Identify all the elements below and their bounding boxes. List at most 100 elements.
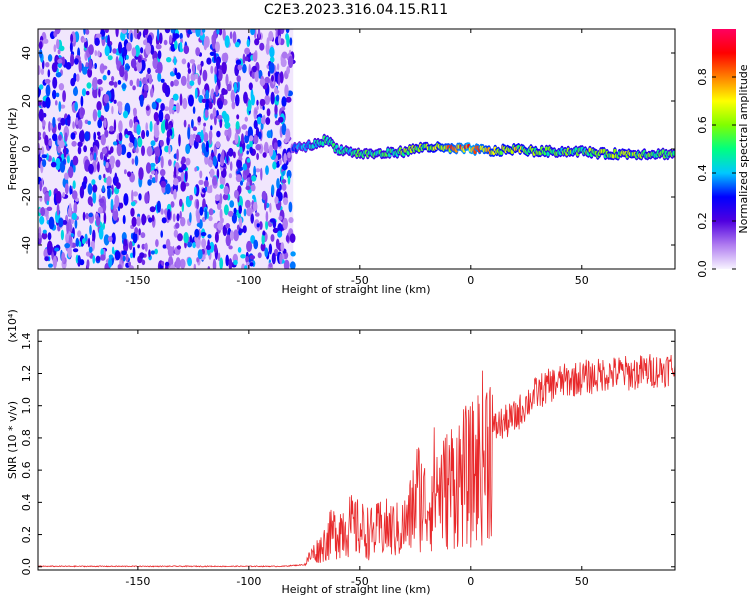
noise-cell: [203, 70, 208, 82]
noise-cell: [191, 119, 194, 128]
noise-cell: [108, 258, 112, 268]
y-tick-label: -40: [20, 236, 33, 254]
noise-cell: [56, 39, 59, 49]
noise-cell: [224, 130, 228, 137]
noise-cell: [201, 232, 207, 236]
noise-cell: [100, 254, 106, 261]
noise-cell: [277, 231, 282, 238]
noise-cell: [131, 135, 133, 143]
noise-cell: [230, 230, 234, 241]
noise-cell: [68, 166, 73, 178]
noise-cell: [58, 49, 61, 54]
colorbar-tick-label: 0.6: [696, 116, 709, 134]
x-tick-label: 50: [575, 274, 589, 287]
noise-cell: [257, 117, 261, 125]
noise-cell: [201, 238, 206, 248]
noise-cell: [43, 230, 47, 234]
noise-cell: [52, 62, 58, 72]
noise-cell: [107, 35, 110, 48]
noise-cell: [256, 106, 259, 110]
noise-cell: [104, 94, 110, 103]
colorbar-tick-label: 0.2: [696, 212, 709, 230]
noise-cell: [253, 135, 258, 144]
noise-cell: [190, 59, 195, 64]
noise-cell: [62, 90, 66, 102]
noise-cell: [195, 88, 198, 99]
noise-cell: [271, 184, 274, 195]
noise-cell: [206, 245, 211, 250]
noise-cell: [103, 160, 105, 166]
x-tick-label: -100: [236, 274, 261, 287]
noise-cell: [216, 141, 221, 148]
noise-cell: [281, 96, 286, 107]
noise-cell: [229, 200, 234, 208]
noise-cell: [215, 194, 220, 201]
noise-cell: [225, 223, 230, 229]
noise-cell: [184, 45, 190, 54]
noise-cell: [87, 259, 90, 268]
noise-cell: [169, 35, 172, 44]
noise-cell: [193, 106, 196, 114]
noise-cell: [253, 202, 257, 212]
noise-cell: [165, 119, 168, 131]
noise-cell: [107, 187, 111, 199]
noise-cell: [113, 141, 117, 145]
noise-cell: [180, 211, 182, 219]
noise-cell: [42, 159, 46, 167]
noise-cell: [182, 98, 187, 109]
noise-cell: [286, 235, 289, 242]
colorbar-tick-label: 0.0: [696, 260, 709, 278]
noise-cell: [246, 150, 249, 154]
noise-cell: [126, 65, 130, 69]
noise-cell: [119, 65, 125, 77]
noise-cell: [41, 146, 44, 155]
noise-cell: [130, 33, 133, 43]
noise-cell: [150, 121, 153, 132]
noise-cell: [151, 170, 155, 174]
noise-cell: [133, 108, 137, 117]
noise-cell: [138, 137, 143, 147]
noise-cell: [262, 191, 267, 200]
noise-cell: [126, 55, 129, 60]
noise-cell: [284, 84, 288, 97]
noise-cell: [96, 256, 100, 262]
noise-cell: [47, 241, 53, 254]
noise-cell: [127, 131, 133, 136]
noise-cell: [279, 159, 282, 166]
noise-cell: [228, 148, 234, 157]
noise-cell: [217, 203, 221, 210]
noise-cell: [70, 34, 73, 43]
noise-cell: [80, 259, 85, 265]
noise-cell: [224, 186, 229, 195]
noise-cell: [228, 211, 233, 217]
noise-cell: [130, 80, 134, 86]
noise-cell: [147, 68, 151, 74]
noise-cell: [59, 141, 65, 149]
noise-cell: [121, 84, 126, 89]
heatmap-y-axis-label: Frequency (Hz): [6, 108, 19, 191]
noise-cell: [276, 239, 280, 249]
noise-cell: [283, 197, 288, 205]
noise-cell: [61, 252, 65, 263]
noise-cell: [278, 216, 282, 221]
noise-cell: [229, 173, 232, 178]
noise-cell: [278, 117, 284, 123]
noise-cell: [43, 39, 49, 44]
noise-cell: [243, 163, 248, 170]
noise-cell: [253, 240, 258, 250]
noise-cell: [179, 199, 183, 207]
noise-cell: [236, 160, 242, 169]
noise-cell: [82, 38, 87, 42]
noise-cell: [141, 232, 146, 238]
noise-cell: [109, 167, 112, 174]
noise-cell: [187, 127, 190, 140]
noise-cell: [271, 75, 274, 82]
noise-cell: [97, 161, 100, 172]
noise-cell: [243, 225, 247, 233]
noise-cell: [105, 28, 109, 33]
noise-cell: [97, 79, 103, 85]
noise-cell: [144, 84, 149, 91]
noise-cell: [53, 256, 57, 269]
noise-cell: [209, 208, 214, 215]
noise-cell: [197, 223, 202, 227]
